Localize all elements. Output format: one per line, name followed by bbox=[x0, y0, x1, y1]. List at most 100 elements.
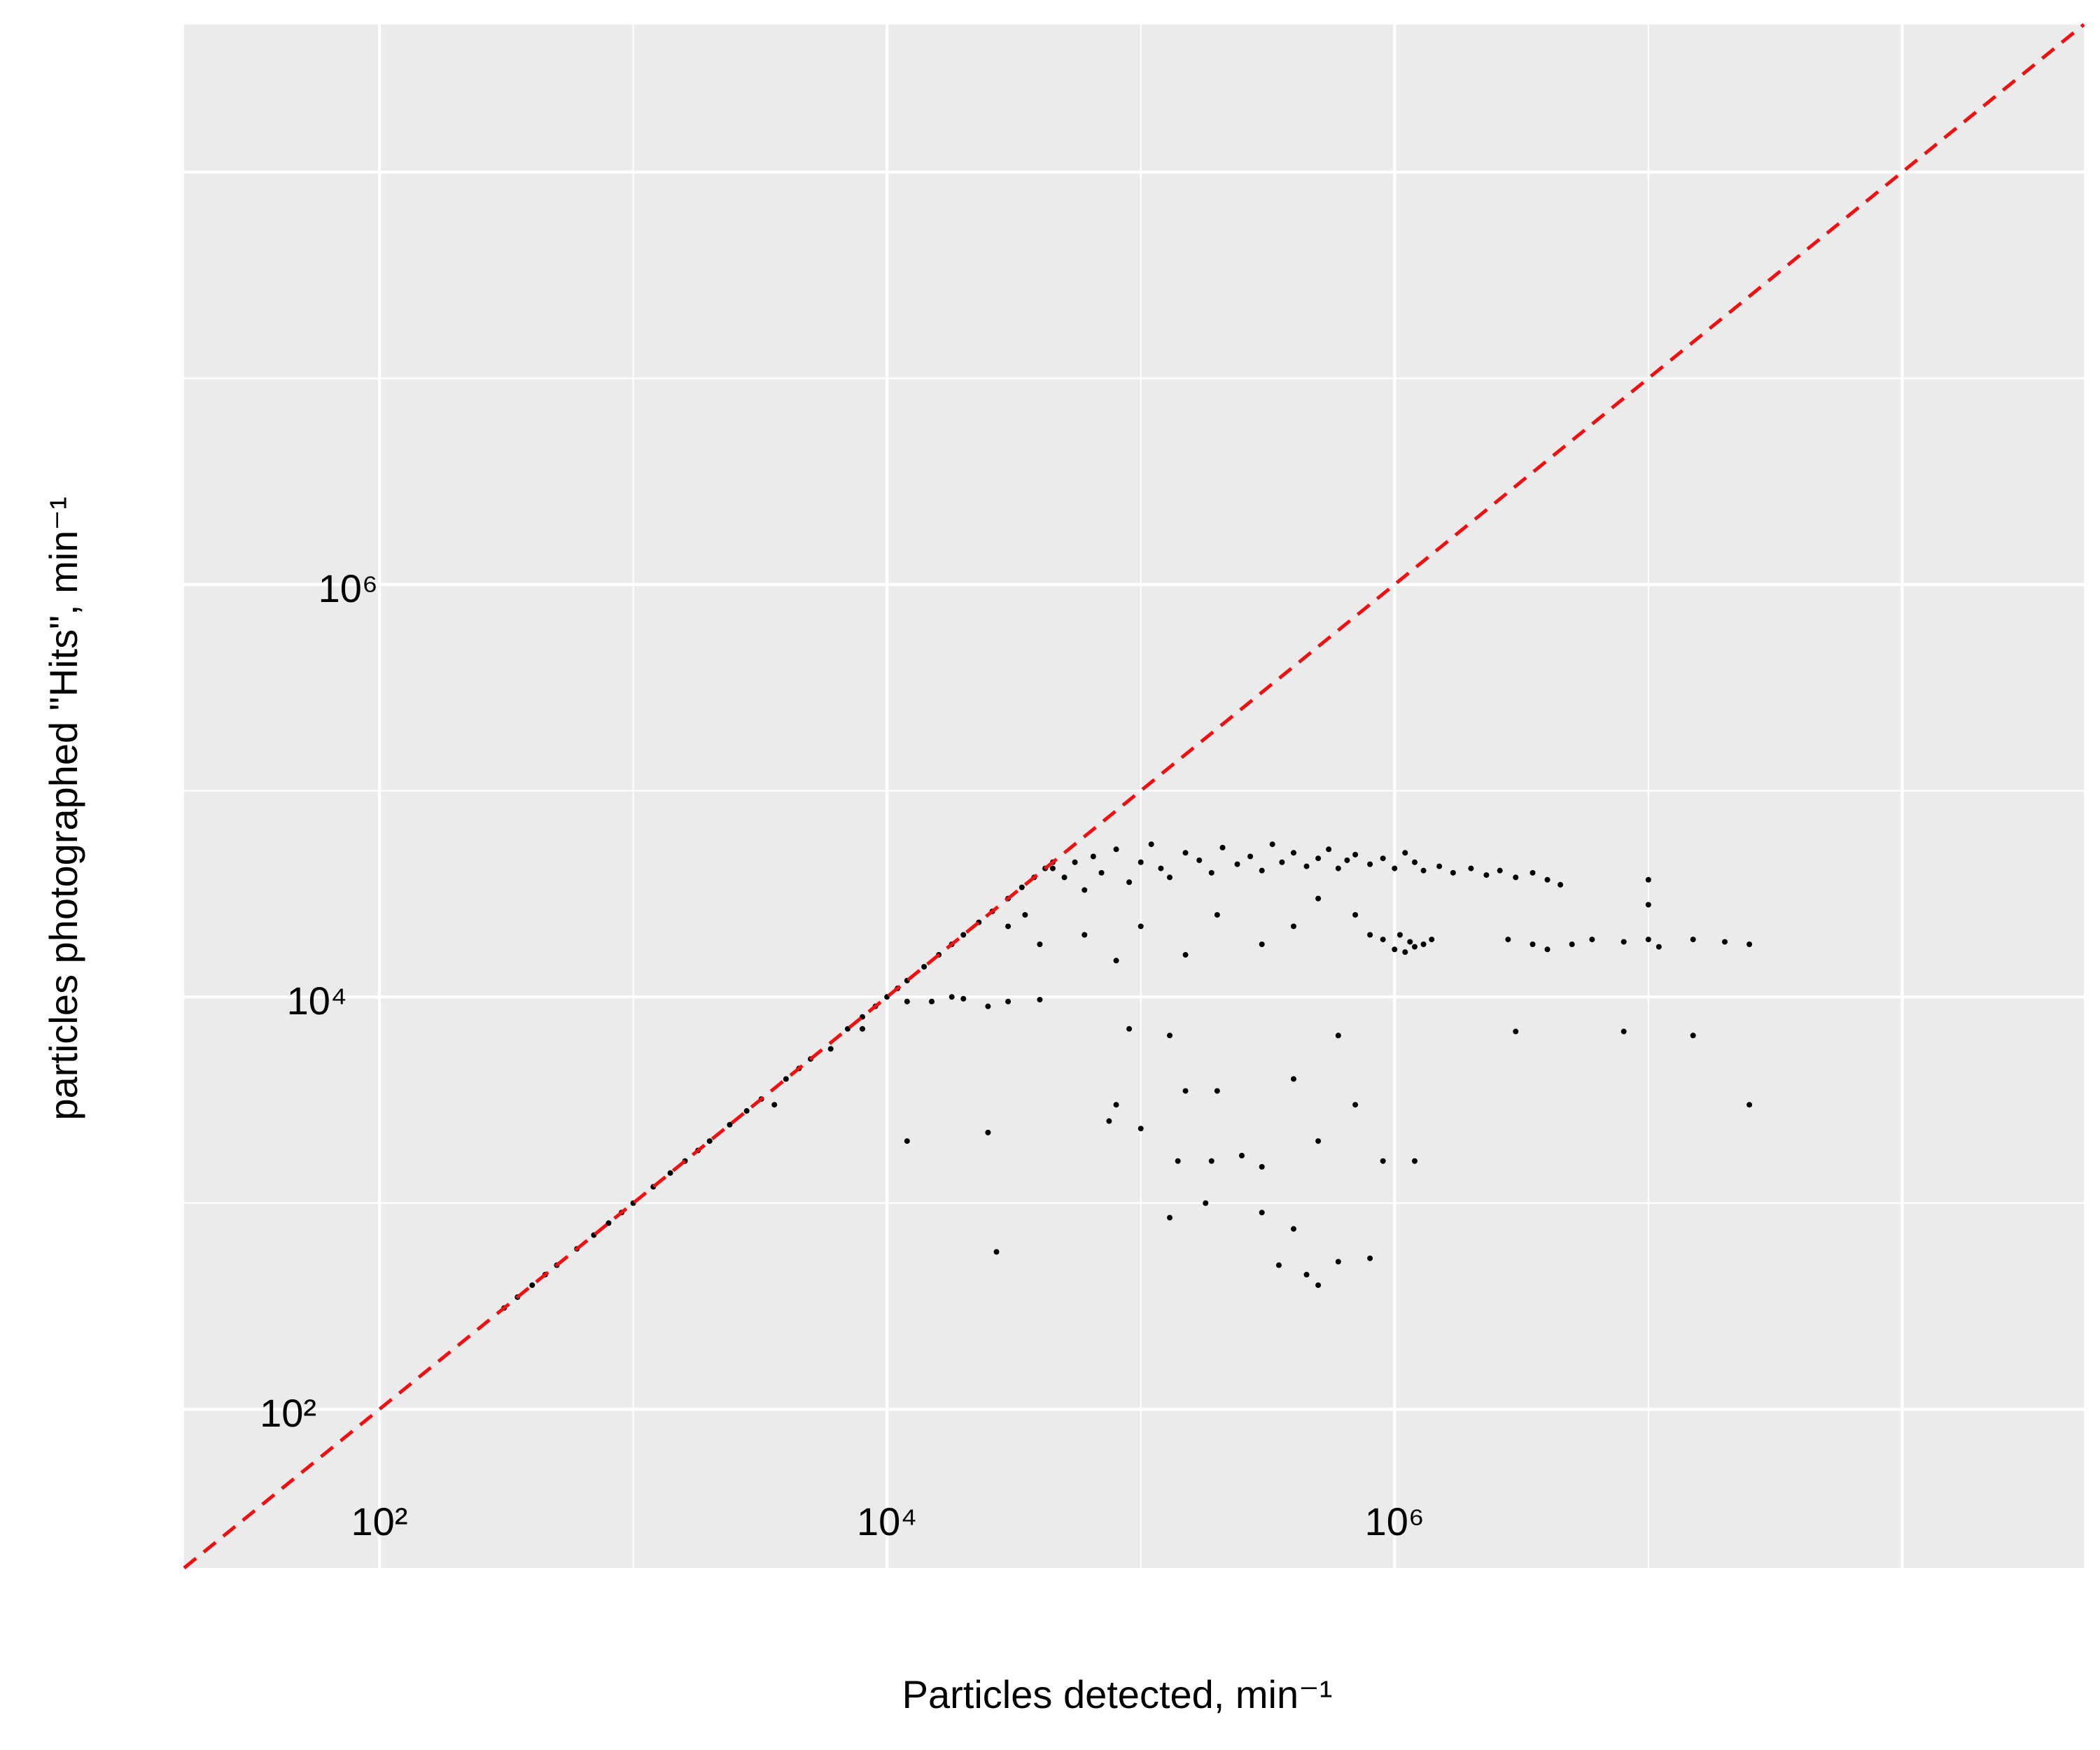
scatter-point bbox=[1411, 944, 1418, 950]
scatter-point bbox=[706, 1138, 713, 1144]
scatter-point bbox=[1208, 869, 1214, 876]
scatter-point bbox=[1090, 853, 1096, 860]
scatter-point bbox=[1113, 958, 1119, 964]
scatter-point bbox=[1037, 997, 1043, 1003]
scatter-point bbox=[1402, 850, 1408, 856]
scatter-point bbox=[904, 998, 910, 1004]
scatter-point bbox=[1203, 1200, 1209, 1206]
scatter-point bbox=[1326, 846, 1332, 853]
scatter-point bbox=[1589, 937, 1595, 943]
scatter-point bbox=[1392, 865, 1398, 872]
scatter-point bbox=[1746, 1102, 1753, 1108]
scatter-point bbox=[1303, 1271, 1310, 1278]
scatter-point bbox=[1380, 855, 1386, 862]
scatter-point bbox=[1148, 841, 1154, 848]
scatter-point bbox=[1690, 937, 1696, 943]
scatter-point bbox=[1259, 1163, 1265, 1170]
scatter-point bbox=[1167, 1214, 1173, 1221]
scatter-point bbox=[1352, 851, 1359, 858]
scatter-point bbox=[948, 994, 955, 1000]
x-axis-title: Particles detected, min⁻¹ bbox=[902, 1672, 1333, 1716]
scatter-point bbox=[1335, 865, 1341, 872]
scatter-point bbox=[1315, 855, 1322, 862]
scatter-point bbox=[1138, 923, 1144, 930]
scatter-point bbox=[1690, 1032, 1696, 1039]
scatter-point bbox=[1645, 937, 1651, 943]
scatter-point bbox=[960, 932, 967, 938]
scatter-point bbox=[1238, 1152, 1245, 1158]
scatter-point bbox=[727, 1121, 733, 1128]
scatter-point bbox=[1367, 861, 1373, 867]
scatter-point bbox=[1175, 1158, 1181, 1164]
scatter-point bbox=[1182, 952, 1189, 958]
scatter-point bbox=[1279, 859, 1285, 865]
scatter-point bbox=[1315, 1282, 1322, 1288]
scatter-point bbox=[1182, 850, 1189, 856]
scatter-point bbox=[1450, 869, 1456, 876]
scatter-point bbox=[1126, 879, 1133, 886]
scatter-point bbox=[1098, 869, 1105, 876]
scatter-point bbox=[1380, 1158, 1386, 1164]
scatter-point bbox=[1167, 874, 1173, 881]
scatter-point bbox=[1290, 1226, 1296, 1232]
scatter-point bbox=[1061, 874, 1068, 881]
scatter-point bbox=[1544, 876, 1550, 883]
scatter-point bbox=[1420, 941, 1427, 947]
scatter-point bbox=[1303, 863, 1310, 869]
scatter-point bbox=[960, 995, 967, 1002]
scatter-point bbox=[1396, 932, 1403, 938]
scatter-point bbox=[1269, 841, 1275, 848]
scatter-point bbox=[1315, 1138, 1322, 1144]
x-tick-label: 10⁴ bbox=[857, 1499, 917, 1544]
scatter-point bbox=[1113, 1102, 1119, 1108]
scatter-point bbox=[1259, 1210, 1265, 1216]
scatter-point bbox=[1138, 859, 1144, 865]
scatter-point bbox=[1290, 1076, 1296, 1082]
scatter-point bbox=[783, 1076, 789, 1082]
scatter-point bbox=[904, 1138, 910, 1144]
scatter-point bbox=[1167, 1032, 1173, 1039]
scatter-point bbox=[1005, 923, 1011, 930]
scatter-point bbox=[985, 1003, 991, 1009]
scatter-point bbox=[1620, 1028, 1627, 1035]
scatter-point bbox=[1049, 865, 1056, 872]
scatter-point bbox=[928, 998, 934, 1004]
scatter-point bbox=[1352, 1102, 1359, 1108]
scatter-point bbox=[1558, 881, 1564, 888]
scatter-point bbox=[1259, 941, 1265, 947]
scatter-point bbox=[1247, 853, 1254, 860]
scatter-point bbox=[1214, 1088, 1220, 1094]
scatter-point bbox=[1018, 884, 1025, 890]
scatter-point bbox=[1290, 850, 1296, 856]
scatter-point bbox=[1380, 937, 1386, 943]
scatter-point bbox=[1082, 887, 1088, 893]
scatter-point bbox=[606, 1220, 612, 1226]
scatter-point bbox=[1275, 1262, 1282, 1268]
y-axis-title: particles photographed "Hits", min⁻¹ bbox=[41, 496, 85, 1120]
scatter-point bbox=[1513, 1028, 1519, 1035]
scatter-point bbox=[1005, 998, 1011, 1004]
scatter-point bbox=[1530, 869, 1536, 876]
scatter-point bbox=[1420, 867, 1427, 874]
scatter-point bbox=[1483, 872, 1490, 878]
scatter-point bbox=[993, 1249, 1000, 1255]
scatter-point bbox=[667, 1170, 673, 1176]
scatter-point bbox=[1721, 939, 1728, 945]
scatter-point bbox=[1407, 939, 1413, 945]
scatter-point bbox=[985, 1129, 991, 1135]
y-tick-label: 10⁴ bbox=[287, 979, 347, 1023]
x-tick-label: 10² bbox=[351, 1499, 408, 1544]
scatter-point bbox=[1656, 944, 1662, 950]
scatter-point bbox=[1569, 941, 1575, 947]
y-tick-label: 10² bbox=[260, 1391, 316, 1435]
scatter-point bbox=[529, 1282, 536, 1288]
scatter-point bbox=[1022, 911, 1028, 918]
scatter-point bbox=[1402, 949, 1408, 955]
scatter-point bbox=[1082, 932, 1088, 938]
scatter-point bbox=[921, 964, 927, 970]
scatter-point bbox=[1259, 867, 1265, 874]
scatter-point bbox=[1429, 937, 1435, 943]
